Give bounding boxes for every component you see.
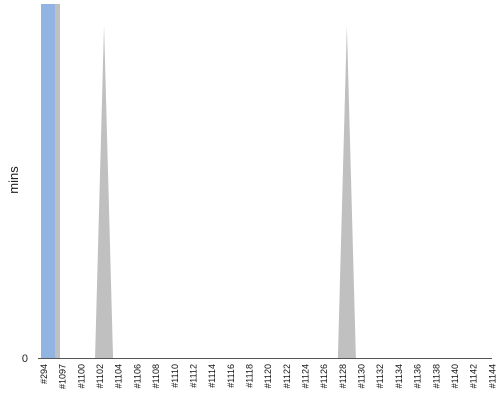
x-tick-label: #1120 (263, 364, 273, 388)
spike-1102 (95, 25, 114, 359)
spike-1128 (337, 25, 356, 359)
x-tick-labels: #294 #1097 #1100 #1102 #1104 #1106 #1108 #1110 #… (39, 364, 497, 389)
x-tick-label: #1102 (95, 364, 105, 388)
x-tick-label: #1110 (170, 364, 180, 388)
x-tick-label: #1100 (76, 364, 86, 388)
x-tick-label: #1116 (226, 364, 236, 388)
x-tick-label: #1106 (132, 364, 142, 388)
x-tick-label: #1108 (151, 364, 161, 388)
x-tick-label: #1114 (207, 364, 217, 388)
x-tick-label: #1142 (469, 364, 479, 388)
x-tick-label: #1140 (450, 364, 460, 388)
x-tick-label: #1132 (375, 364, 385, 388)
plot-area (41, 4, 356, 359)
x-tick-label: #1118 (244, 364, 254, 388)
x-tick-label: #1124 (301, 364, 311, 388)
x-tick-label: #1128 (338, 364, 348, 388)
x-tick-label: #1138 (431, 364, 441, 388)
bar-edge (55, 4, 60, 358)
x-tick-label: #1112 (188, 364, 198, 388)
x-tick-label: #1130 (357, 364, 367, 388)
x-tick-label: #1144 (487, 364, 497, 388)
x-tick-label: #294 (39, 364, 49, 384)
x-tick-label: #1136 (413, 364, 423, 388)
x-tick-label: #1104 (114, 364, 124, 388)
bar-294 (41, 4, 55, 358)
y-tick-label: 0 (22, 353, 28, 365)
x-tick-label: #1126 (319, 364, 329, 388)
x-tick-label: #1134 (394, 364, 404, 388)
x-tick-label: #1097 (58, 364, 68, 389)
x-tick-label: #1122 (282, 364, 292, 388)
y-axis-label: mins (6, 166, 21, 194)
